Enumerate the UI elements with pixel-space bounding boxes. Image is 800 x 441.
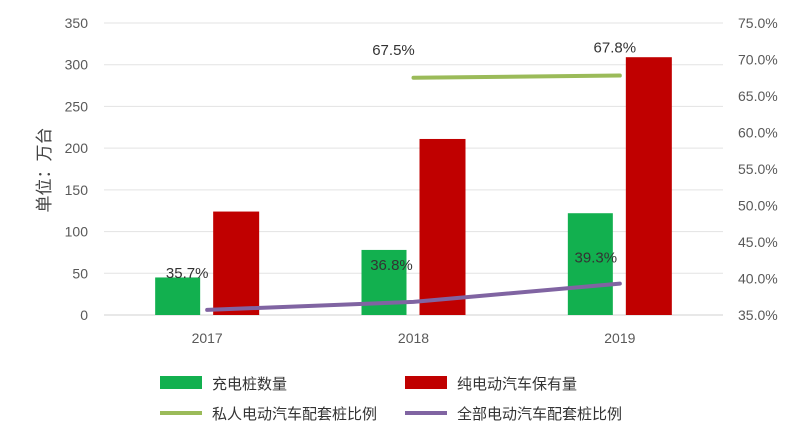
y-tick-label: 0 xyxy=(80,307,88,323)
y2-tick-label: 70.0% xyxy=(738,52,778,68)
y-tick-label: 100 xyxy=(65,224,89,240)
bar-charging-piles xyxy=(155,277,201,315)
bar-charging-piles xyxy=(567,213,613,315)
data-label: 39.3% xyxy=(575,250,618,267)
x-tick-label: 2018 xyxy=(398,330,429,346)
legend-label: 纯电动汽车保有量 xyxy=(457,375,577,393)
y2-tick-label: 75.0% xyxy=(738,15,778,31)
y-tick-label: 350 xyxy=(65,15,89,31)
legend-swatch xyxy=(160,376,202,389)
bar-bev-stock xyxy=(625,57,672,315)
y2-tick-label: 60.0% xyxy=(738,125,778,141)
bar-bev-stock xyxy=(213,211,260,315)
x-tick-label: 2017 xyxy=(192,330,223,346)
y2-tick-label: 55.0% xyxy=(738,161,778,177)
data-label: 67.5% xyxy=(372,42,415,59)
bar-bev-stock xyxy=(419,138,466,315)
y2-tick-label: 35.0% xyxy=(738,307,778,323)
y2-tick-label: 40.0% xyxy=(738,271,778,287)
legend-label: 充电桩数量 xyxy=(212,375,287,393)
y2-tick-label: 50.0% xyxy=(738,198,778,214)
legend-swatch xyxy=(405,376,447,389)
y-tick-label: 300 xyxy=(65,57,89,73)
data-label: 67.8% xyxy=(594,40,637,57)
legend-label: 私人电动汽车配套桩比例 xyxy=(212,405,377,423)
y2-tick-label: 45.0% xyxy=(738,234,778,250)
y-axis-title: 单位：万台 xyxy=(35,128,55,213)
data-label: 36.8% xyxy=(370,257,413,274)
y2-tick-label: 65.0% xyxy=(738,88,778,104)
data-label: 35.7% xyxy=(166,265,209,282)
y-tick-label: 200 xyxy=(65,140,89,156)
line-private-ratio xyxy=(411,73,622,80)
legend-label: 全部电动汽车配套桩比例 xyxy=(457,405,622,423)
y-tick-label: 250 xyxy=(65,98,89,114)
line-all-ratio xyxy=(205,281,622,312)
x-tick-label: 2019 xyxy=(604,330,635,346)
y-tick-label: 50 xyxy=(72,265,88,281)
y-tick-label: 150 xyxy=(65,182,89,198)
